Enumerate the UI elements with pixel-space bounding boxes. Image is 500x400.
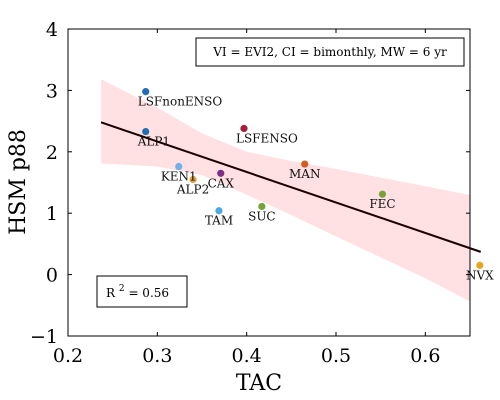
- y-axis-title: HSM p88: [6, 129, 31, 235]
- data-label-ken1: KEN1: [161, 170, 197, 184]
- y-tick-label: 0: [46, 265, 58, 287]
- r2-symbol: R: [106, 286, 116, 300]
- annotation-text: VI = EVI2, CI = bimonthly, MW = 6 yr: [212, 45, 447, 59]
- y-tick-label: 2: [46, 142, 58, 164]
- data-label-suc: SUC: [248, 209, 276, 223]
- data-label-alp2: ALP2: [176, 182, 209, 196]
- x-axis-title: TAC: [236, 371, 282, 396]
- data-point-nvx: [476, 261, 484, 269]
- r2-exponent: 2: [119, 284, 125, 294]
- data-points: [142, 88, 484, 269]
- x-tick-label: 0.5: [321, 345, 351, 367]
- r2-text: R 2 = 0.56: [106, 280, 169, 300]
- data-point-lsfnonenso: [142, 88, 150, 96]
- data-label-fec: FEC: [369, 197, 395, 211]
- x-tick-label: 0.4: [232, 345, 262, 367]
- data-label-alp1: ALP1: [137, 135, 170, 149]
- data-point-ken1: [175, 162, 183, 171]
- data-label-cax: CAX: [208, 176, 235, 190]
- data-label-lsfnonenso: LSFnonENSO: [138, 95, 223, 109]
- annotation-box-frame: [195, 37, 465, 67]
- r2-value: = 0.56: [128, 286, 169, 300]
- data-point-lsfenso: [240, 124, 248, 133]
- data-point-fec: [378, 190, 387, 198]
- data-point-tam: [215, 207, 223, 215]
- plot-frame: [67, 28, 471, 337]
- r2-box-frame: [96, 275, 188, 308]
- data-point-alp2: [189, 175, 197, 184]
- y-tick-label: −1: [30, 326, 58, 348]
- data-point-man: [301, 160, 309, 168]
- data-label-tam: TAM: [205, 214, 233, 228]
- x-tick-label: 0.6: [410, 345, 440, 367]
- data-label-lsfenso: LSFENSO: [236, 131, 298, 145]
- y-tick-label: 3: [46, 80, 58, 102]
- data-label-man: MAN: [289, 167, 320, 181]
- x-tick-label: 0.2: [53, 345, 83, 367]
- confidence-band: [101, 79, 470, 302]
- y-tick-label: 4: [46, 19, 58, 41]
- axis-ticks: 0.2 0.3 0.4 0.5 0.6 4 3 2 1 0 −1: [30, 19, 470, 367]
- annotation-box: VI = EVI2, CI = bimonthly, MW = 6 yr: [195, 37, 465, 67]
- x-tick-label: 0.3: [142, 345, 172, 367]
- data-point-cax: [217, 169, 225, 177]
- data-label-nvx: NVX: [466, 268, 494, 282]
- r2-box: R 2 = 0.56: [96, 275, 188, 308]
- y-tick-label: 1: [46, 203, 58, 225]
- regression-line: [100, 121, 482, 253]
- data-point-suc: [258, 202, 266, 211]
- data-point-alp1: [142, 127, 150, 136]
